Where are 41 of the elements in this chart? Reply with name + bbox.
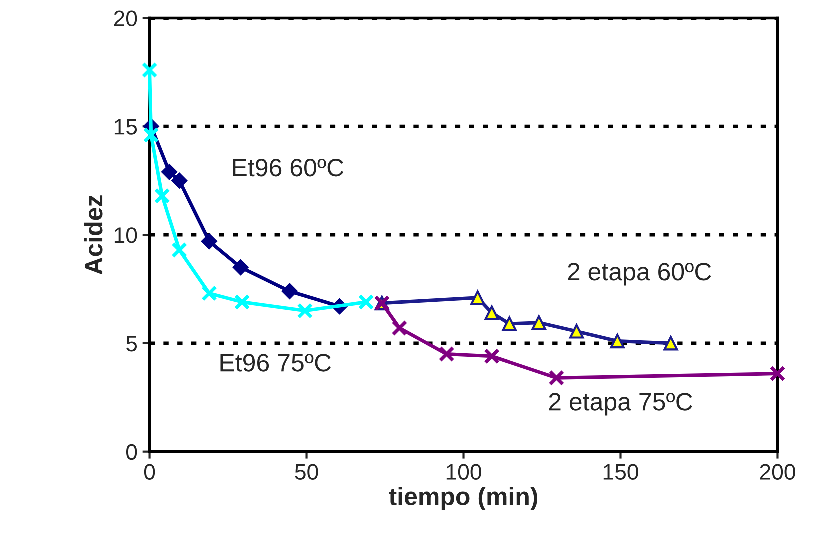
point — [162, 164, 178, 180]
x-tick-label: 0 — [144, 464, 156, 480]
point — [569, 324, 584, 339]
point — [470, 290, 486, 306]
point — [172, 172, 188, 189]
point — [143, 127, 160, 144]
point — [232, 260, 249, 276]
point — [142, 62, 158, 78]
y-axis-title: Acidez — [84, 196, 103, 275]
x-tick-label: 50 — [295, 464, 318, 480]
y-tick-label: 10 — [114, 228, 138, 244]
point — [392, 320, 408, 336]
point — [282, 283, 298, 300]
x-tick-label: 100 — [446, 464, 482, 480]
point — [297, 302, 314, 319]
point — [154, 188, 170, 204]
y-tick-label: 5 — [126, 336, 138, 352]
series-label: Et96 75ºC — [220, 354, 332, 372]
point — [770, 366, 786, 382]
point — [484, 306, 500, 320]
point — [234, 294, 250, 310]
y-tick-label: 15 — [114, 119, 138, 135]
point — [664, 336, 678, 351]
y-tick-label: 20 — [114, 10, 138, 26]
point — [610, 334, 625, 349]
point — [358, 294, 374, 310]
point — [201, 286, 218, 302]
point — [484, 348, 500, 364]
point — [502, 316, 517, 332]
x-axis-title: tiempo (min) — [389, 487, 538, 510]
series-label: 2 etapa 60ºC — [568, 263, 712, 286]
point — [172, 242, 188, 258]
point — [438, 346, 455, 362]
x-tick-label: 150 — [604, 464, 638, 480]
point — [548, 370, 565, 386]
series-label: Et96 60ºC — [233, 158, 344, 177]
series-label: 2 etapa 75ºC — [549, 393, 692, 416]
point — [202, 234, 218, 250]
x-tick-label: 200 — [760, 464, 796, 480]
point — [532, 316, 546, 330]
y-tick-label: 0 — [126, 444, 138, 460]
